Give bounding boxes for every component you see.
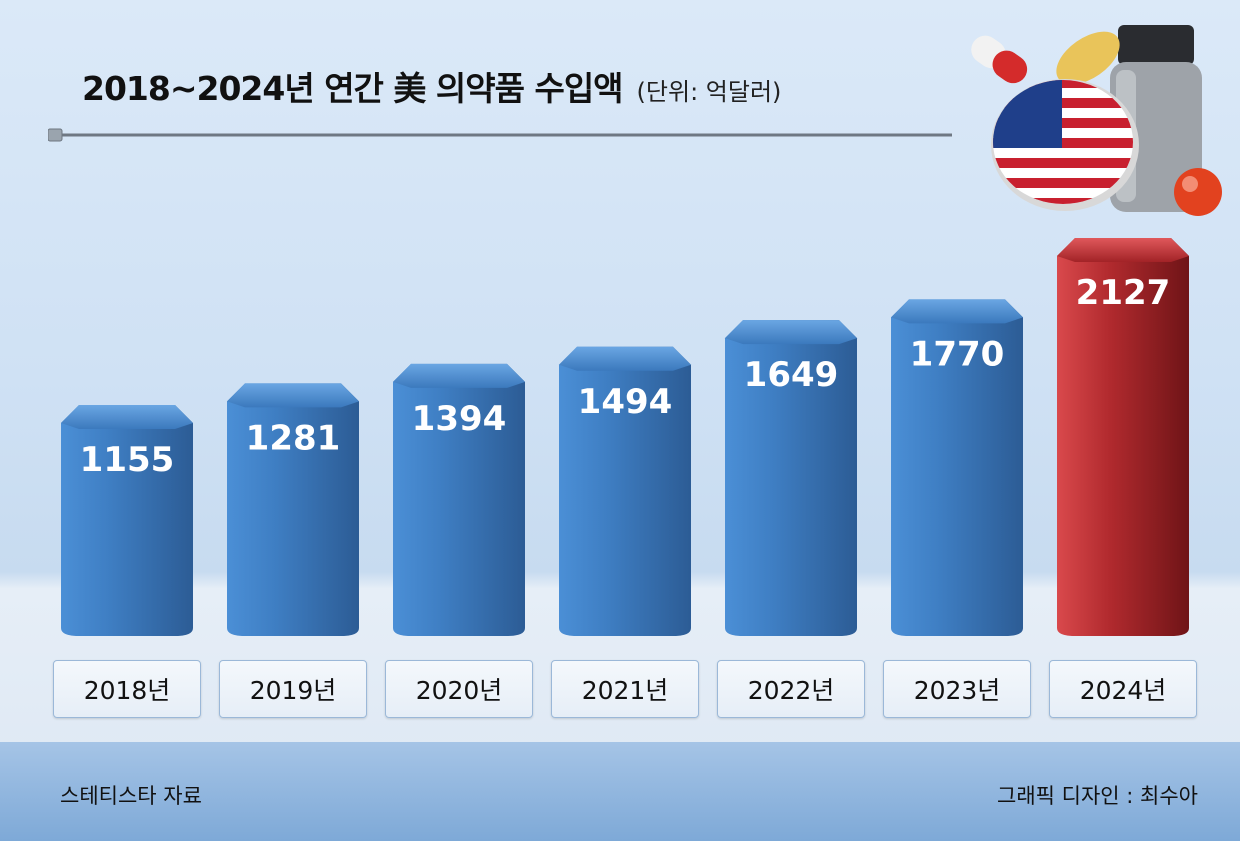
source-text: 스테티스타 자료: [60, 784, 202, 808]
usa-flag-pill-bottle-icon: [971, 25, 1222, 216]
bar-value-label: 1394: [412, 399, 507, 439]
bar-value-label: 1649: [744, 355, 839, 395]
bar-2024년: [1057, 238, 1189, 636]
footer-band: [0, 742, 1240, 841]
x-tick-label: 2022년: [717, 660, 865, 718]
bar-value-label: 1155: [80, 440, 175, 480]
x-tick-label: 2023년: [883, 660, 1031, 718]
bar-value-label: 1281: [246, 418, 341, 458]
bar-value-label: 1770: [910, 334, 1005, 374]
unit-label: (단위: 억달러): [636, 78, 782, 106]
x-tick-label: 2018년: [53, 660, 201, 718]
x-tick-label: 2020년: [385, 660, 533, 718]
title-row: 2018~2024년 연간 美 의약품 수입액 (단위: 억달러): [82, 62, 781, 110]
bar-cap-2018년: [61, 405, 193, 429]
bar-cap-2019년: [227, 383, 359, 408]
bar-2019년: [227, 383, 359, 636]
chart-title: 2018~2024년 연간 美 의약품 수입액: [82, 69, 624, 108]
bar-cap-2024년: [1057, 238, 1189, 262]
bar-2021년: [559, 346, 691, 636]
bar-cap-2023년: [891, 299, 1023, 324]
x-tick-label: 2021년: [551, 660, 699, 718]
bar-2023년: [891, 299, 1023, 636]
bar-cap-2022년: [725, 320, 857, 345]
bar-2018년: [61, 405, 193, 636]
x-tick-label: 2024년: [1049, 660, 1197, 718]
bar-2022년: [725, 320, 857, 636]
bar-cap-2020년: [393, 363, 525, 388]
bar-2020년: [393, 363, 525, 636]
bar-value-label: 2127: [1076, 273, 1171, 313]
credit-text: 그래픽 디자인 : 최수아: [997, 784, 1198, 808]
bar-value-label: 1494: [578, 382, 673, 422]
bar-cap-2021년: [559, 346, 691, 371]
x-tick-label: 2019년: [219, 660, 367, 718]
title-underline: [48, 128, 952, 142]
